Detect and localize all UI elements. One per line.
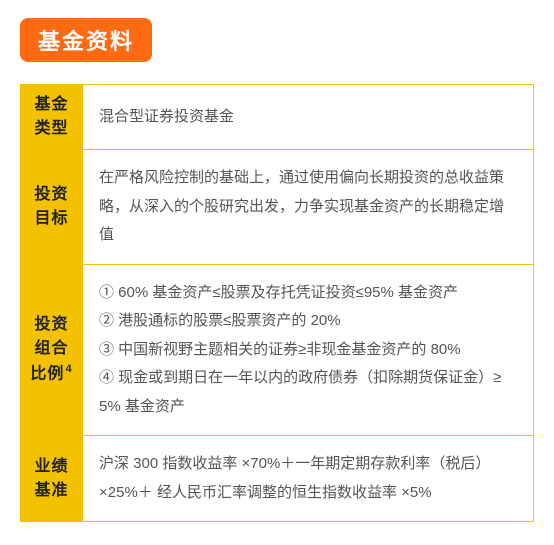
content-item: ③ 中国新视野主题相关的证券≥非现金基金资产的 80% bbox=[99, 336, 517, 365]
row-label: 投资目标 bbox=[21, 150, 83, 265]
table-row: 投资目标在严格风险控制的基础上，通过使用偏向长期投资的总收益策略，从深入的个股研… bbox=[21, 150, 534, 265]
row-content: ① 60% 基金资产≤股票及存托凭证投资≤95% 基金资产② 港股通标的股票≤股… bbox=[83, 264, 534, 436]
row-label-superscript: 4 bbox=[65, 363, 72, 375]
row-label: 业绩基准 bbox=[21, 436, 83, 522]
row-label: 投资组合比例4 bbox=[21, 264, 83, 436]
row-label: 基金类型 bbox=[21, 85, 83, 150]
section-title-badge: 基金资料 bbox=[20, 18, 152, 62]
content-item: ① 60% 基金资产≤股票及存托凭证投资≤95% 基金资产 bbox=[99, 279, 517, 308]
content-item: ② 港股通标的股票≤股票资产的 20% bbox=[99, 307, 517, 336]
content-item: 混合型证券投资基金 bbox=[99, 103, 517, 132]
row-content: 混合型证券投资基金 bbox=[83, 85, 534, 150]
fund-info-table: 基金类型混合型证券投资基金投资目标在严格风险控制的基础上，通过使用偏向长期投资的… bbox=[20, 84, 534, 522]
row-content: 在严格风险控制的基础上，通过使用偏向长期投资的总收益策略，从深入的个股研究出发，… bbox=[83, 150, 534, 265]
row-content: 沪深 300 指数收益率 ×70%＋一年期定期存款利率（税后）×25%＋ 经人民… bbox=[83, 436, 534, 522]
table-row: 基金类型混合型证券投资基金 bbox=[21, 85, 534, 150]
content-item: ④ 现金或到期日在一年以内的政府债券（扣除期货保证金）≥ 5% 基金资产 bbox=[99, 364, 517, 421]
content-item: 在严格风险控制的基础上，通过使用偏向长期投资的总收益策略，从深入的个股研究出发，… bbox=[99, 164, 517, 250]
content-item: 沪深 300 指数收益率 ×70%＋一年期定期存款利率（税后）×25%＋ 经人民… bbox=[99, 450, 517, 507]
table-row: 投资组合比例4① 60% 基金资产≤股票及存托凭证投资≤95% 基金资产② 港股… bbox=[21, 264, 534, 436]
fund-info-table-body: 基金类型混合型证券投资基金投资目标在严格风险控制的基础上，通过使用偏向长期投资的… bbox=[21, 85, 534, 522]
table-row: 业绩基准沪深 300 指数收益率 ×70%＋一年期定期存款利率（税后）×25%＋… bbox=[21, 436, 534, 522]
